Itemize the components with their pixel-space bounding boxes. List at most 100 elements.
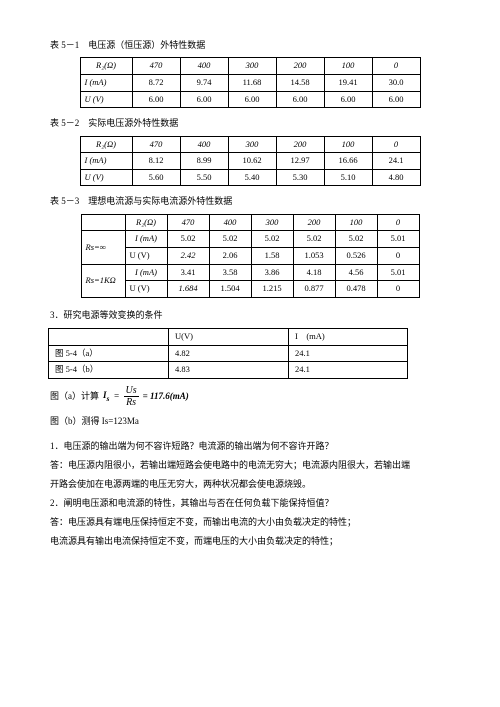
t3-r2c4: 4.18 (293, 264, 335, 281)
t3-r3c4: 0.877 (293, 281, 335, 298)
t2-r0c0: I (mA) (80, 153, 132, 170)
t4-r1c2: 24.1 (289, 362, 408, 379)
t2-r1c3: 5.40 (228, 169, 276, 186)
t1-r1c2: 6.00 (180, 91, 228, 108)
fraction-icon: Us Rs (124, 385, 139, 408)
t3-r0c2: 5.02 (209, 231, 251, 248)
t2-r1c1: 5.60 (132, 169, 180, 186)
t4-r1c1: 4.83 (169, 362, 289, 379)
t3-r1c0: U (V) (125, 247, 167, 264)
t2-h0: R₂(Ω) (80, 136, 132, 153)
formula-a-sub: s (107, 394, 110, 403)
t3-h0 (81, 214, 125, 231)
formula-a-num: Us (124, 385, 139, 397)
t3-r1c4: 1.053 (293, 247, 335, 264)
t3-r1c2: 2.06 (209, 247, 251, 264)
t3-r3c3: 1.215 (251, 281, 293, 298)
t3-r0c4: 5.02 (293, 231, 335, 248)
t4-h1: U(V) (169, 329, 289, 346)
t3-r3c5: 0.478 (335, 281, 377, 298)
formula-a: 图（a）计算 Is = Us Rs = 117.6(mA) (50, 385, 462, 408)
t1-h0: R₂(Ω) (80, 58, 132, 75)
t3-r2c2: 3.58 (209, 264, 251, 281)
t3-r0c6: 5.01 (377, 231, 419, 248)
t3-r0c5: 5.02 (335, 231, 377, 248)
t3-h2: 470 (167, 214, 209, 231)
table1-caption: 表 5－1 电压源（恒压源）外特性数据 (50, 38, 462, 52)
t2-r0c3: 10.62 (228, 153, 276, 170)
t2-r0c2: 8.99 (180, 153, 228, 170)
t2-h2: 400 (180, 136, 228, 153)
qa-line-0: 1．电压源的输出端为何不容许短路？电流源的输出端为何不容许开路？ (50, 437, 450, 456)
t3-h1: R₂(Ω) (125, 214, 167, 231)
t4-r0c0: 图 5-4（a） (49, 345, 169, 362)
t3-r2c5: 4.56 (335, 264, 377, 281)
t4-r0c2: 24.1 (289, 345, 408, 362)
t3-r2c3: 3.86 (251, 264, 293, 281)
table2: R₂(Ω) 470 400 300 200 100 0 I (mA) 8.12 … (80, 136, 421, 187)
table2-caption: 表 5－2 实际电压源外特性数据 (50, 116, 462, 130)
t3-r1c3: 1.58 (251, 247, 293, 264)
t2-h1: 470 (132, 136, 180, 153)
formula-a-prefix: 图（a）计算 (50, 389, 99, 403)
t3-h6: 100 (335, 214, 377, 231)
t3-h4: 300 (251, 214, 293, 231)
t2-r1c2: 5.50 (180, 169, 228, 186)
t2-r0c5: 16.66 (324, 153, 372, 170)
t1-r0c6: 30.0 (372, 74, 420, 91)
t2-h3: 300 (228, 136, 276, 153)
t1-h6: 0 (372, 58, 420, 75)
t1-r0c2: 9.74 (180, 74, 228, 91)
t1-h5: 100 (324, 58, 372, 75)
t2-h4: 200 (276, 136, 324, 153)
t3-r3c1: 1.684 (167, 281, 209, 298)
t3-h7: 0 (377, 214, 419, 231)
t3-r3c6: 0 (377, 281, 419, 298)
t1-r1c6: 6.00 (372, 91, 420, 108)
t2-r1c6: 4.80 (372, 169, 420, 186)
t3-h5: 200 (293, 214, 335, 231)
t1-r1c5: 6.00 (324, 91, 372, 108)
t3-r3c0: U (V) (125, 281, 167, 298)
t3-l2: Rs=1KΩ (81, 264, 125, 297)
table4: U(V) I (mA) 图 5-4（a） 4.82 24.1 图 5-4（b） … (48, 328, 408, 379)
t2-r0c4: 12.97 (276, 153, 324, 170)
t3-r0c1: 5.02 (167, 231, 209, 248)
t3-r2c6: 5.01 (377, 264, 419, 281)
t2-h5: 100 (324, 136, 372, 153)
qa-line-3: 2．阐明电压源和电流源的特性，其输出与否在任何负载下能保持恒值？ (50, 494, 450, 513)
formula-a-den: Rs (124, 397, 138, 408)
t3-r1c6: 0 (377, 247, 419, 264)
t1-h1: 470 (132, 58, 180, 75)
table3: R₂(Ω) 470 400 300 200 100 0 Rs=∞ I (mA) … (81, 214, 420, 298)
table3-caption: 表 5－3 理想电流源与实际电流源外特性数据 (50, 194, 462, 208)
t3-r3c2: 1.504 (209, 281, 251, 298)
t1-r0c4: 14.58 (276, 74, 324, 91)
qa-line-4: 答：电压源具有端电压保持恒定不变，而输出电流的大小由负载决定的特性； (50, 513, 450, 532)
formula-b: 图（b）测得 Is=123Ma (50, 414, 462, 428)
t3-r1c5: 0.526 (335, 247, 377, 264)
t2-r1c0: U (V) (80, 169, 132, 186)
t1-r0c3: 11.68 (228, 74, 276, 91)
t4-r1c0: 图 5-4（b） (49, 362, 169, 379)
t4-h0 (49, 329, 169, 346)
t1-h3: 300 (228, 58, 276, 75)
section3-heading: 3．研究电源等效变换的条件 (50, 308, 462, 322)
qa-block: 1．电压源的输出端为何不容许短路？电流源的输出端为何不容许开路？ 答：电压源内阻… (50, 437, 450, 550)
t4-h2: I (mA) (289, 329, 408, 346)
t1-r1c3: 6.00 (228, 91, 276, 108)
t3-r2c1: 3.41 (167, 264, 209, 281)
t3-l0: Rs=∞ (81, 231, 125, 264)
t2-r1c5: 5.10 (324, 169, 372, 186)
t2-r1c4: 5.30 (276, 169, 324, 186)
t1-r1c4: 6.00 (276, 91, 324, 108)
t2-h6: 0 (372, 136, 420, 153)
t1-r1c0: U (V) (80, 91, 132, 108)
t1-r0c1: 8.72 (132, 74, 180, 91)
t1-r0c0: I (mA) (80, 74, 132, 91)
t1-r1c1: 6.00 (132, 91, 180, 108)
t3-r2c0: I (mA) (125, 264, 167, 281)
t2-r0c6: 24.1 (372, 153, 420, 170)
t3-r0c3: 5.02 (251, 231, 293, 248)
t1-h2: 400 (180, 58, 228, 75)
